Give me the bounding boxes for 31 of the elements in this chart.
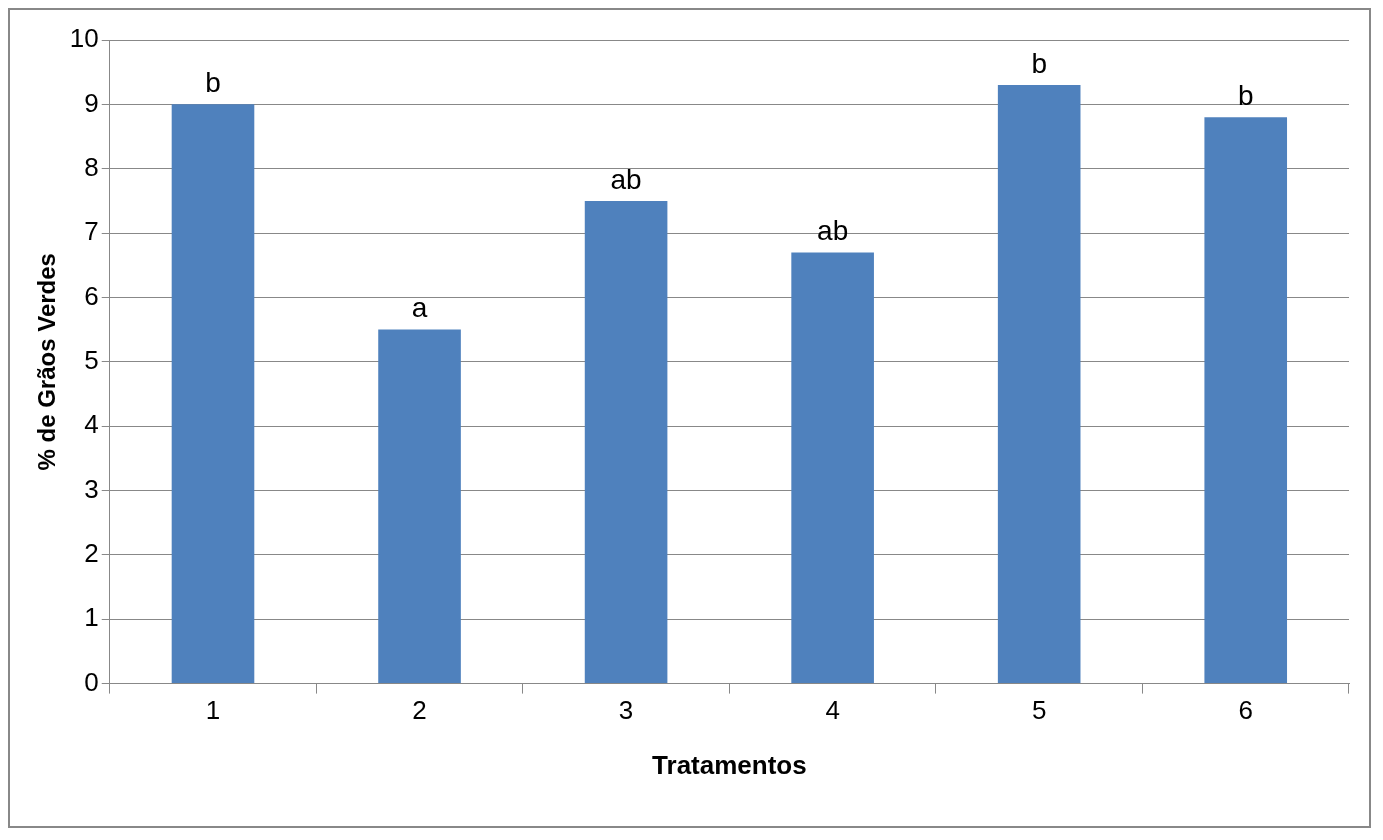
bar: [171, 104, 255, 684]
x-tick-label: 4: [825, 695, 840, 726]
x-tick-label: 6: [1238, 695, 1253, 726]
y-tick-label: 3: [84, 473, 99, 504]
y-tick-label: 4: [84, 409, 99, 440]
y-tick-label: 1: [84, 602, 99, 633]
y-tick-label: 10: [69, 23, 99, 54]
x-tick-label: 2: [412, 695, 427, 726]
bar: [584, 200, 668, 684]
bar: [378, 329, 461, 684]
bar: [791, 252, 874, 684]
y-tick-label: 2: [84, 538, 99, 569]
bar: [1204, 117, 1288, 684]
x-tick-label: 1: [205, 695, 221, 726]
y-axis-title: % de Grãos Verdes: [33, 253, 61, 471]
annotation: b: [1031, 47, 1047, 79]
annotation: b: [1237, 79, 1254, 111]
bar: [997, 85, 1081, 684]
x-axis-title: Tratamentos: [652, 749, 807, 780]
y-tick-label: 7: [84, 216, 99, 247]
annotation: b: [205, 67, 221, 99]
annotation: ab: [610, 163, 642, 195]
y-tick-label: 8: [84, 151, 99, 182]
annotation: a: [411, 292, 428, 324]
annotation: ab: [817, 215, 849, 247]
y-tick-label: 9: [84, 87, 99, 118]
y-tick-label: 0: [84, 666, 99, 697]
x-tick-label: 3: [618, 695, 634, 726]
y-tick-label: 6: [84, 280, 99, 311]
y-tick-label: 5: [84, 344, 99, 375]
x-tick-label: 5: [1031, 695, 1047, 726]
